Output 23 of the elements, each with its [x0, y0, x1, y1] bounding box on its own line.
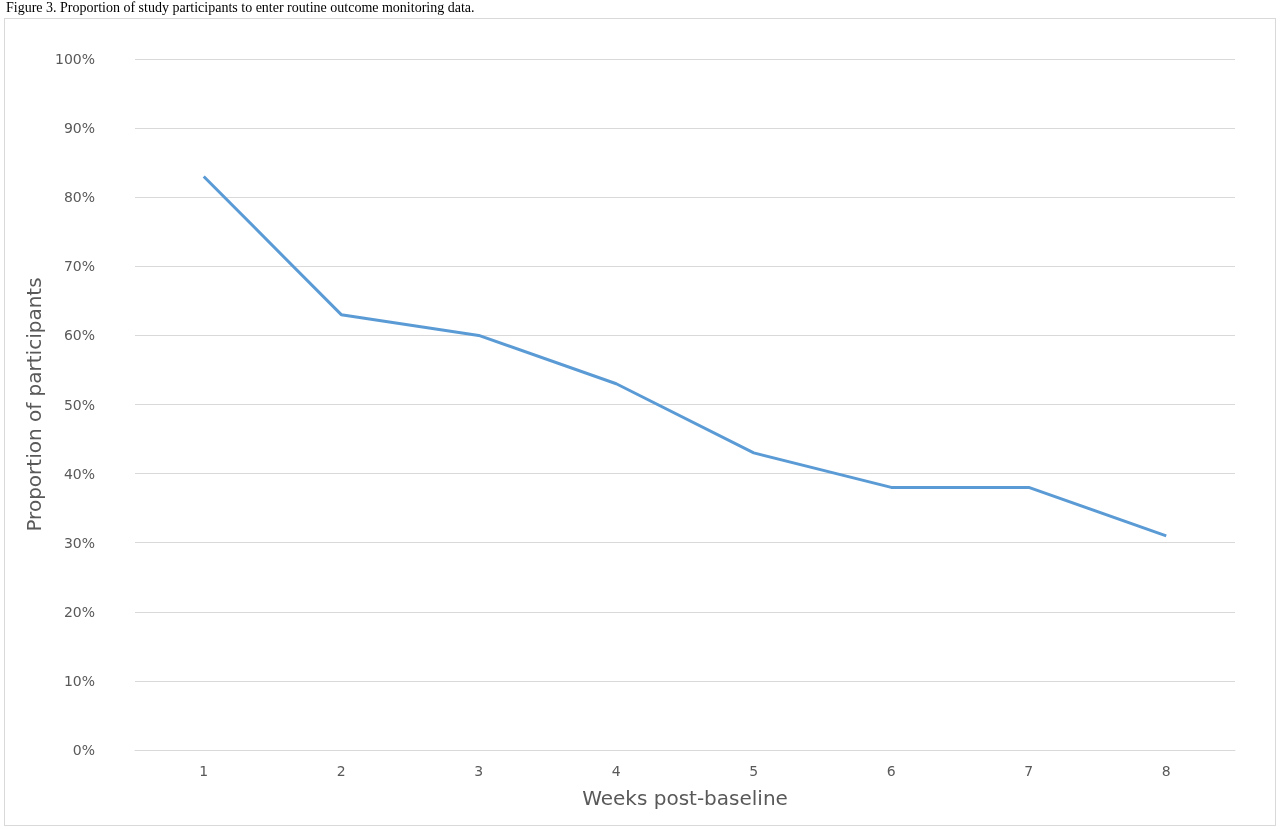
chart-title: Figure 3. Proportion of study participants to enter routine outcome monitoring data. — [6, 0, 475, 16]
y-tick-label: 40% — [63, 465, 95, 482]
x-tick-label: 3 — [474, 763, 484, 779]
y-tick-label: 0% — [72, 742, 95, 758]
y-tick-label: 50% — [63, 396, 95, 413]
y-tick-label: 80% — [63, 189, 95, 206]
line-series — [202, 174, 1168, 538]
y-axis-title: Proportion of participants — [22, 277, 47, 532]
y-tick-label: 60% — [63, 327, 95, 344]
y-tick-label: 20% — [63, 603, 95, 620]
y-tick-label: 10% — [63, 672, 95, 689]
x-tick-label: 8 — [1161, 763, 1171, 779]
x-tick-label: 4 — [611, 763, 621, 779]
x-tick-label: 1 — [199, 763, 209, 779]
y-tick-label: 70% — [63, 258, 95, 275]
y-tick-label: 30% — [63, 534, 95, 551]
y-tick-label: 90% — [63, 120, 95, 137]
x-tick-label: 6 — [886, 763, 896, 779]
y-tick-label: 100% — [54, 51, 95, 67]
x-axis-title: Weeks post-baseline — [582, 786, 788, 810]
x-tick-label: 7 — [1024, 763, 1034, 779]
x-tick-label: 5 — [749, 763, 759, 779]
x-tick-label: 2 — [336, 763, 346, 779]
